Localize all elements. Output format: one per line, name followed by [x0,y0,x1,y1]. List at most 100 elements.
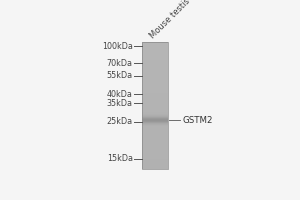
Bar [142,150,168,151]
Bar [142,147,168,148]
Bar [142,112,168,114]
Bar [142,117,168,118]
Bar [142,153,168,155]
Bar [142,99,168,101]
Bar [142,161,168,162]
Bar [142,93,168,95]
Bar [142,129,168,131]
Bar [142,109,168,110]
Bar [142,104,168,106]
Bar [142,96,168,98]
Bar [142,91,168,93]
Bar [142,144,168,145]
Bar [142,155,168,156]
Bar [142,107,168,109]
Bar [142,164,168,166]
Bar [142,114,168,115]
Bar [142,80,168,82]
Bar [142,49,168,50]
Text: 100kDa: 100kDa [102,42,133,51]
Bar [142,110,168,112]
Bar [142,132,168,134]
Text: 25kDa: 25kDa [107,117,133,126]
Bar [142,134,168,136]
Bar [142,119,168,120]
Bar [142,159,168,161]
Bar [142,57,168,58]
Bar [142,125,168,126]
Bar [142,151,168,153]
Bar [142,82,168,84]
Bar [142,52,168,54]
Bar [142,58,168,60]
Bar [142,74,168,76]
Bar [142,158,168,159]
Text: 55kDa: 55kDa [107,71,133,80]
Bar [142,85,168,87]
Bar [142,124,168,125]
Bar [142,61,168,63]
Bar [142,54,168,55]
Bar [142,167,168,169]
Bar [142,63,168,65]
Bar [142,44,168,46]
Bar [142,148,168,150]
Bar [142,42,168,169]
Bar [142,84,168,85]
Bar [142,46,168,47]
Bar [142,121,168,122]
Bar [142,118,168,120]
Bar [142,125,168,126]
Bar [142,120,168,121]
Bar [142,136,168,137]
Text: GSTM2: GSTM2 [183,116,213,125]
Text: 35kDa: 35kDa [107,99,133,108]
Bar [142,72,168,74]
Bar [142,137,168,139]
Bar [142,139,168,140]
Bar [142,142,168,144]
Text: 70kDa: 70kDa [107,59,133,68]
Bar [142,71,168,72]
Bar [142,166,168,167]
Bar [142,77,168,79]
Bar [142,55,168,57]
Bar [142,117,168,118]
Bar [142,42,168,44]
Bar [142,115,168,116]
Bar [142,106,168,107]
Bar [142,126,168,128]
Bar [142,69,168,71]
Bar [142,162,168,164]
Bar [142,112,168,113]
Bar [142,68,168,69]
Bar [142,76,168,77]
Bar [142,87,168,88]
Bar [142,145,168,147]
Bar [142,120,168,121]
Bar [142,50,168,52]
Bar [142,102,168,104]
Bar [142,131,168,132]
Bar [142,60,168,61]
Bar [142,121,168,123]
Bar [142,47,168,49]
Text: Mouse testis: Mouse testis [148,0,192,40]
Bar [142,90,168,91]
Bar [142,122,168,123]
Bar [142,118,168,119]
Bar [142,123,168,125]
Bar [142,128,168,129]
Text: 40kDa: 40kDa [107,90,133,99]
Bar [142,126,168,127]
Bar [142,101,168,102]
Bar [142,95,168,96]
Bar [142,123,168,124]
Bar [142,114,168,115]
Bar [142,127,168,128]
Bar [142,88,168,90]
Bar [142,98,168,99]
Bar [142,115,168,117]
Bar [142,113,168,114]
Bar [142,116,168,117]
